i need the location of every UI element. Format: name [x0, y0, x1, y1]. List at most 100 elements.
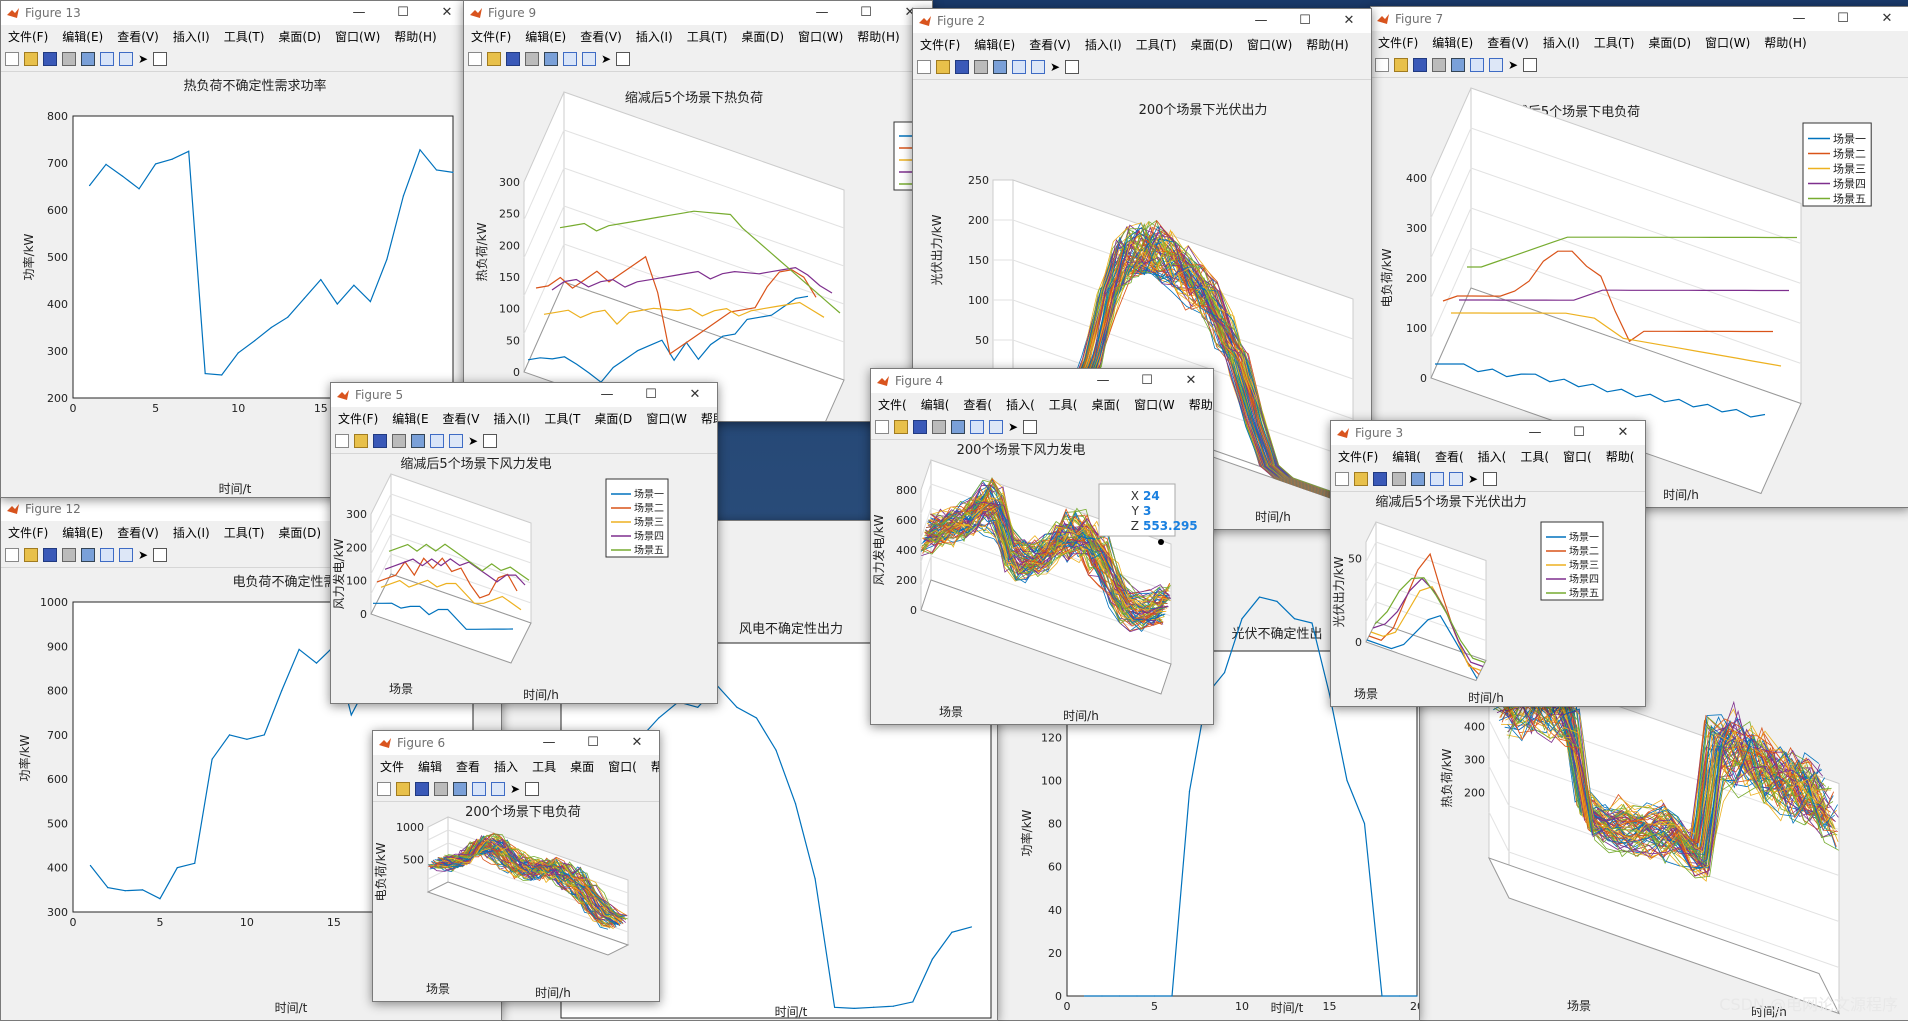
menu-item[interactable]: 窗口(W — [646, 411, 687, 426]
legend-icon[interactable] — [582, 52, 596, 66]
colorbar-icon[interactable] — [970, 420, 984, 434]
menu-item[interactable]: 文件 — [380, 759, 405, 774]
menu-item[interactable]: 帮助(H) — [1306, 37, 1349, 52]
open-file-icon[interactable] — [354, 434, 368, 448]
print-icon[interactable] — [434, 782, 448, 796]
menu-item[interactable]: 桌面(D) — [1190, 37, 1234, 52]
property-inspector-icon[interactable] — [153, 548, 167, 562]
edit-plot-arrow-icon[interactable]: ➤ — [138, 548, 149, 562]
print-icon[interactable] — [932, 420, 946, 434]
legend-icon[interactable] — [1449, 472, 1463, 486]
menu-item[interactable]: 查看(V) — [117, 525, 159, 540]
minimize-icon[interactable]: — — [1096, 373, 1110, 388]
maximize-icon[interactable]: ☐ — [1141, 373, 1153, 388]
open-file-icon[interactable] — [1394, 58, 1408, 72]
new-figure-icon[interactable] — [468, 52, 482, 66]
menu-item[interactable]: 帮助(H) — [1764, 35, 1807, 50]
plot-area[interactable]: 200个场景下风力发电 0 200 400 600 800 时间/h 风力发电/kW 场景 X 24… — [871, 440, 1213, 724]
open-file-icon[interactable] — [1354, 472, 1368, 486]
menu-item[interactable]: 编辑(E) — [62, 525, 104, 540]
save-icon[interactable] — [373, 434, 387, 448]
minimize-icon[interactable]: — — [352, 5, 366, 20]
menu-item[interactable]: 桌面 — [570, 759, 595, 774]
colorbar-icon[interactable] — [563, 52, 577, 66]
property-inspector-icon[interactable] — [1065, 60, 1079, 74]
menu-item[interactable]: 编辑(E) — [62, 29, 104, 44]
maximize-icon[interactable]: ☐ — [1573, 425, 1585, 440]
menu-item[interactable]: 工具(T) — [1593, 35, 1635, 50]
colorbar-icon[interactable] — [430, 434, 444, 448]
edit-plot-arrow-icon[interactable]: ➤ — [138, 52, 149, 66]
menu-item[interactable]: 查看(V) — [1487, 35, 1529, 50]
legend-icon[interactable] — [449, 434, 463, 448]
figure-window-fig9[interactable]: Figure 9 — ☐ ✕ 文件(F) 编辑(E) 查看(V) 插入(I) 工具(T) 桌面(D… — [463, 0, 933, 422]
print-icon[interactable] — [62, 548, 76, 562]
menu-item[interactable]: 查看(V — [442, 411, 480, 426]
save-icon[interactable] — [955, 60, 969, 74]
print-icon[interactable] — [525, 52, 539, 66]
save-icon[interactable] — [43, 548, 57, 562]
property-inspector-icon[interactable] — [1023, 420, 1037, 434]
menu-item[interactable]: 帮助(H) — [857, 29, 900, 44]
property-inspector-icon[interactable] — [525, 782, 539, 796]
colorbar-icon[interactable] — [1470, 58, 1484, 72]
menu-item[interactable]: 文件(F) — [8, 525, 49, 540]
property-inspector-icon[interactable] — [616, 52, 630, 66]
edit-plot-arrow-icon[interactable]: ➤ — [1508, 58, 1519, 72]
menu-item[interactable]: 窗口( — [1563, 449, 1592, 464]
link-plot-icon[interactable] — [453, 782, 467, 796]
save-icon[interactable] — [1413, 58, 1427, 72]
minimize-icon[interactable]: — — [815, 5, 829, 20]
property-inspector-icon[interactable] — [483, 434, 497, 448]
menu-item[interactable]: 文件(F) — [338, 411, 379, 426]
menu-item[interactable]: 插入(I) — [172, 29, 210, 44]
link-plot-icon[interactable] — [1411, 472, 1425, 486]
menu-item[interactable]: 工具(T) — [1135, 37, 1177, 52]
maximize-icon[interactable]: ☐ — [1837, 11, 1849, 26]
menu-item[interactable]: 文件(F) — [471, 29, 512, 44]
window-titlebar[interactable]: Figure 2 — ☐ ✕ — [913, 9, 1371, 33]
menu-item[interactable]: 帮助(H) — [394, 29, 437, 44]
plot-area[interactable]: 热负荷不确定性需求功率20030040050060070080005101520… — [1, 72, 469, 497]
legend-icon[interactable] — [491, 782, 505, 796]
open-file-icon[interactable] — [24, 548, 38, 562]
colorbar-icon[interactable] — [1012, 60, 1026, 74]
edit-plot-arrow-icon[interactable]: ➤ — [510, 782, 521, 796]
maximize-icon[interactable]: ☐ — [587, 735, 599, 750]
save-icon[interactable] — [506, 52, 520, 66]
menu-item[interactable]: 查看 — [456, 759, 481, 774]
menu-item[interactable]: 文件(F) — [920, 37, 961, 52]
menu-item[interactable]: 插入(I) — [172, 525, 210, 540]
menu-item[interactable]: 帮助(H — [700, 411, 717, 426]
open-file-icon[interactable] — [894, 420, 908, 434]
menu-item[interactable]: 文件( — [878, 397, 907, 412]
colorbar-icon[interactable] — [1430, 472, 1444, 486]
menu-item[interactable]: 查看( — [963, 397, 993, 412]
menu-item[interactable]: 编辑(E) — [1432, 35, 1474, 50]
link-plot-icon[interactable] — [411, 434, 425, 448]
edit-plot-arrow-icon[interactable]: ➤ — [601, 52, 612, 66]
new-figure-icon[interactable] — [1335, 472, 1349, 486]
menu-item[interactable]: 窗口( — [608, 759, 637, 774]
open-file-icon[interactable] — [24, 52, 38, 66]
window-titlebar[interactable]: Figure 4 — ☐ ✕ — [871, 369, 1213, 393]
close-icon[interactable]: ✕ — [631, 735, 643, 750]
plot-area[interactable]: 缩减后5个场景下风力发电 0 100 200 300 时间/h 风力发电/kW 场景 场景一 场景… — [331, 454, 717, 703]
menu-item[interactable]: 工具(T) — [223, 525, 265, 540]
menu-item[interactable]: 工具( — [1520, 449, 1550, 464]
maximize-icon[interactable]: ☐ — [397, 5, 409, 20]
new-figure-icon[interactable] — [5, 52, 19, 66]
legend-icon[interactable] — [119, 548, 133, 562]
window-titlebar[interactable]: Figure 3 — ☐ ✕ — [1331, 421, 1645, 445]
print-icon[interactable] — [392, 434, 406, 448]
print-icon[interactable] — [1392, 472, 1406, 486]
minimize-icon[interactable]: — — [542, 735, 556, 750]
menu-item[interactable]: 桌面(D) — [278, 525, 322, 540]
menu-item[interactable]: 工具( — [1048, 397, 1078, 412]
link-plot-icon[interactable] — [993, 60, 1007, 74]
new-figure-icon[interactable] — [917, 60, 931, 74]
link-plot-icon[interactable] — [951, 420, 965, 434]
legend-icon[interactable] — [119, 52, 133, 66]
